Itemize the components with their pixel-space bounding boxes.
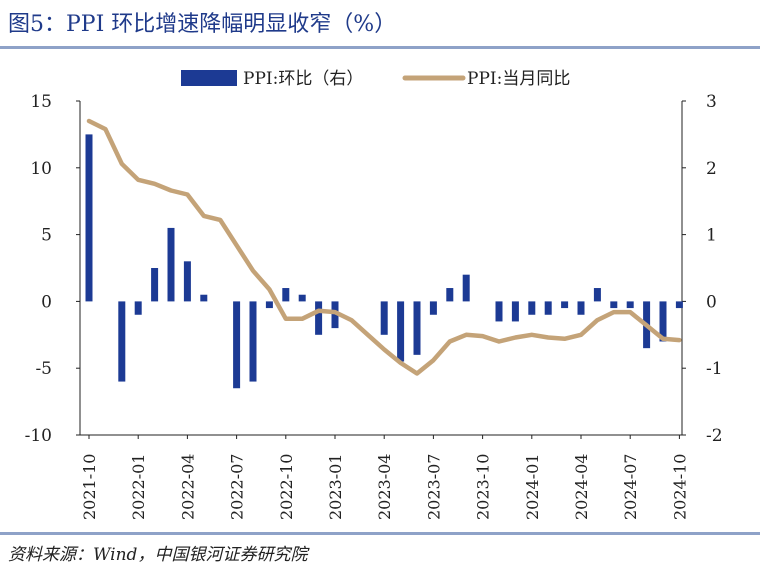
bar [610, 301, 618, 309]
legend-bar-label: PPI:环比（右） [243, 69, 363, 89]
x-axis-tick-label: 2023-04 [375, 454, 394, 520]
x-axis-tick-label: 2022-07 [228, 454, 247, 520]
bar [626, 301, 634, 309]
x-axis-tick-label: 2023-01 [326, 454, 345, 520]
bar [282, 288, 290, 302]
bar [380, 301, 388, 335]
left-axis-tick-label: 15 [30, 92, 52, 112]
bar [315, 301, 323, 335]
right-axis-tick-label: -2 [706, 426, 723, 446]
bar [298, 294, 306, 302]
line-series [86, 118, 682, 376]
legend-line-label: PPI:当月同比 [467, 69, 570, 89]
legend: PPI:环比（右） PPI:当月同比 [181, 69, 570, 89]
bar [577, 301, 585, 315]
right-axis-tick-label: 0 [706, 292, 717, 312]
bar [462, 274, 470, 302]
x-axis-tick-label: 2022-01 [129, 454, 148, 520]
bar [233, 301, 241, 389]
figure-title: 图5：PPI 环比增速降幅明显收窄（%） [8, 12, 397, 37]
bar [544, 301, 552, 315]
bar [200, 294, 208, 302]
bar [134, 301, 142, 315]
bar [675, 301, 683, 309]
left-axis-tick-label: -5 [35, 359, 52, 379]
bar [593, 288, 601, 302]
bar [397, 301, 405, 362]
bar [167, 227, 175, 302]
legend-bar-swatch [181, 70, 237, 86]
bar [151, 268, 159, 302]
bar [85, 134, 93, 302]
bar [118, 301, 126, 382]
bar [495, 301, 503, 322]
bar [249, 301, 257, 382]
source-rule [0, 532, 760, 535]
x-axis-tick-label: 2022-10 [277, 454, 296, 520]
left-axis-tick-label: 0 [41, 292, 52, 312]
x-axis-tick-label: 2024-07 [621, 454, 640, 520]
right-axis-tick-label: 1 [706, 226, 717, 246]
bar [659, 301, 667, 342]
right-axis-tick-label: 2 [706, 159, 717, 179]
x-axis-tick-label: 2022-04 [178, 454, 197, 520]
x-axis-tick-label: 2023-07 [424, 454, 443, 520]
left-axis-tick-label: 5 [41, 226, 52, 246]
x-axis-tick-label: 2024-04 [572, 454, 591, 520]
bar [429, 301, 437, 315]
title-underline [0, 46, 760, 49]
bar [183, 261, 191, 302]
bar [528, 301, 536, 315]
x-axis-tick-label: 2024-10 [670, 454, 689, 520]
x-axis-tick-label: 2021-10 [80, 454, 99, 520]
line-path [86, 118, 682, 376]
right-axis-tick-label: -1 [706, 359, 723, 379]
x-axis-tick-label: 2024-01 [523, 454, 542, 520]
bar-series [85, 134, 683, 389]
left-axis-tick-label: 10 [30, 159, 52, 179]
source-note: 资料来源：Wind，中国银河证券研究院 [8, 545, 308, 565]
x-axis-tick-label: 2023-10 [474, 454, 493, 520]
bar [331, 301, 339, 329]
bar [511, 301, 519, 322]
left-axis-tick-label: -10 [25, 426, 52, 446]
bar [413, 301, 421, 355]
bar [446, 288, 454, 302]
bar [265, 301, 273, 309]
right-axis-tick-label: 3 [706, 92, 717, 112]
bar [561, 301, 569, 309]
